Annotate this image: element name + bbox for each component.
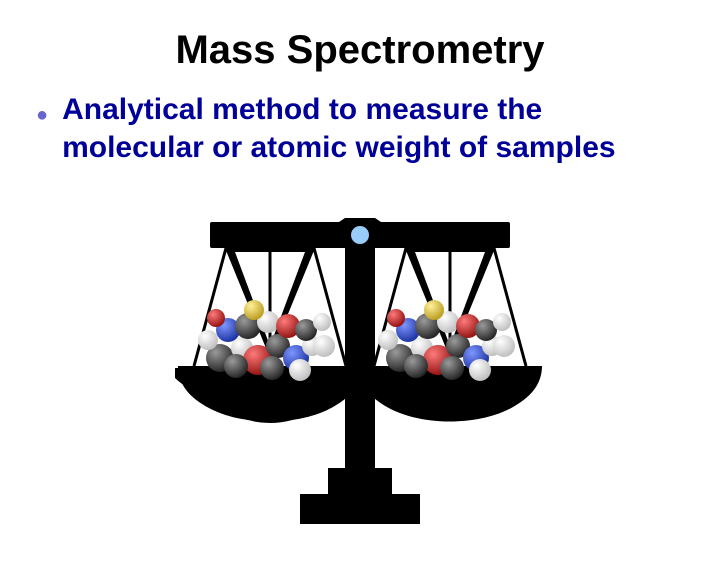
balance-scale-graphic xyxy=(150,218,570,538)
pivot-dot-icon xyxy=(351,226,369,244)
bullet-text: Analytical method to measure the molecul… xyxy=(62,91,684,166)
bullet-row: ● Analytical method to measure the molec… xyxy=(0,91,720,166)
balance-scale-svg xyxy=(150,218,570,538)
slide-title: Mass Spectrometry xyxy=(0,28,720,73)
bullet-dot-icon: ● xyxy=(36,105,48,125)
